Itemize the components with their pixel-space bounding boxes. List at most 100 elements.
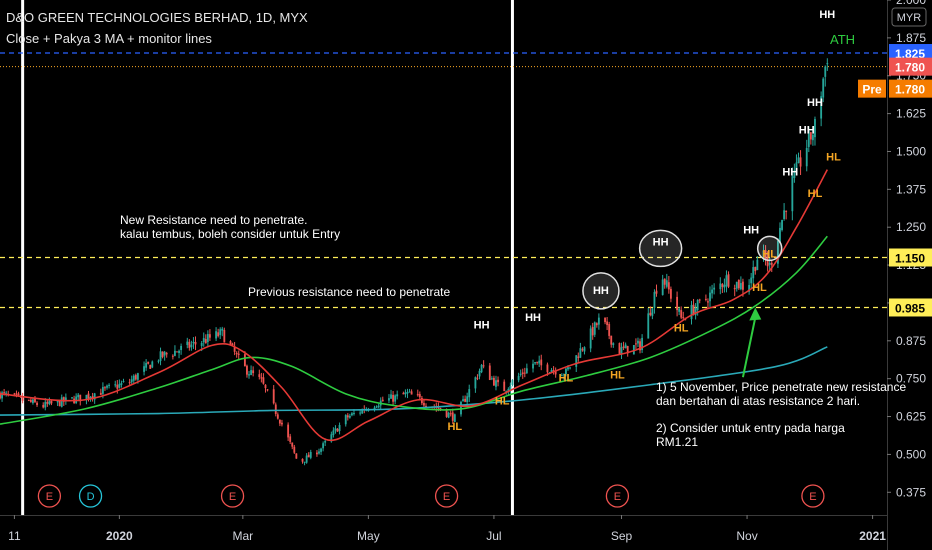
candle xyxy=(320,447,322,455)
candle-body xyxy=(274,404,277,414)
higher-high-label: HH xyxy=(474,320,490,332)
candle xyxy=(344,414,347,427)
candle xyxy=(250,365,253,376)
candle xyxy=(721,283,724,293)
candle xyxy=(610,335,613,348)
candle xyxy=(606,317,609,331)
new-resistance-price-badge-bg xyxy=(889,248,932,267)
candle-body xyxy=(134,375,137,380)
candle-body xyxy=(42,404,45,408)
candle-body xyxy=(373,407,376,410)
event-letter: E xyxy=(46,491,53,503)
candle-body xyxy=(159,351,162,361)
candle-body xyxy=(348,415,351,418)
candle-body xyxy=(649,312,652,316)
candle-body xyxy=(682,317,685,319)
candle-body xyxy=(451,412,454,421)
candle xyxy=(21,392,24,404)
candle-body xyxy=(735,281,738,289)
candle xyxy=(464,395,467,403)
candle-body xyxy=(423,402,425,406)
candle-body xyxy=(287,424,290,438)
candle xyxy=(64,393,67,405)
candle-body xyxy=(293,446,296,453)
event-letter: E xyxy=(614,491,621,503)
earnings-event-badge: E xyxy=(801,484,825,508)
candle-body xyxy=(534,362,537,364)
candle-body xyxy=(523,372,526,374)
candle xyxy=(206,330,209,347)
ma-long-line xyxy=(0,346,828,416)
candle xyxy=(375,405,378,408)
candle xyxy=(795,154,798,174)
candle-body xyxy=(418,394,421,398)
price-axis-tick-label: 0.375 xyxy=(896,485,926,499)
candle-body xyxy=(1,392,3,399)
candle xyxy=(649,306,652,317)
candle xyxy=(188,339,191,351)
candle-body xyxy=(725,275,728,287)
candle-body xyxy=(509,386,512,390)
candle-body xyxy=(390,394,392,399)
candle xyxy=(737,279,740,290)
candle-body xyxy=(488,365,491,381)
candle xyxy=(733,284,736,297)
time-axis-tick-label: Mar xyxy=(233,529,254,543)
candle-body xyxy=(624,344,627,349)
previous-resistance-price-badge: 0.985 xyxy=(895,301,925,315)
candle-body xyxy=(639,341,641,351)
candle-body xyxy=(694,308,697,316)
candle-body xyxy=(462,399,464,402)
candle-body xyxy=(258,374,261,377)
candle xyxy=(554,367,557,378)
candle xyxy=(223,327,226,343)
candle xyxy=(106,384,108,390)
candle xyxy=(560,373,563,377)
price-axis-tick-label: 1.625 xyxy=(896,107,926,121)
candle xyxy=(192,337,195,349)
candle-body xyxy=(118,383,121,388)
candle-body xyxy=(597,317,600,325)
candle-body xyxy=(346,415,349,418)
candle xyxy=(525,363,528,374)
candle-body xyxy=(733,287,736,290)
candle xyxy=(497,376,499,387)
candle-body xyxy=(77,394,80,398)
candle-body xyxy=(776,240,779,264)
candle-body xyxy=(562,374,565,376)
candle xyxy=(346,413,349,421)
candle-body xyxy=(762,250,765,258)
candle xyxy=(91,392,94,402)
candle-body xyxy=(58,400,61,407)
candle-body xyxy=(264,384,267,389)
candle-body xyxy=(17,393,20,396)
candle-body xyxy=(106,385,108,388)
new-resistance-note: New Resistance need to penetrate. xyxy=(120,213,307,227)
candle-body xyxy=(754,266,757,272)
candles xyxy=(0,58,829,466)
candle xyxy=(390,389,392,399)
candle xyxy=(690,300,693,325)
candle xyxy=(756,256,759,271)
candle xyxy=(735,281,738,292)
candle xyxy=(332,427,335,438)
candle xyxy=(711,284,713,299)
higher-high-label: HH xyxy=(799,124,815,136)
candle xyxy=(519,369,522,377)
candle xyxy=(420,395,423,406)
candle-body xyxy=(276,414,279,419)
candle xyxy=(406,388,409,399)
candle-body xyxy=(60,397,63,407)
candle xyxy=(488,362,491,381)
candle-body xyxy=(680,310,683,318)
candle xyxy=(453,413,456,423)
candle-body xyxy=(492,377,495,386)
candle-body xyxy=(410,391,413,395)
currency-button[interactable]: MYR xyxy=(891,7,927,27)
candle-body xyxy=(770,262,773,265)
candle-body xyxy=(151,361,154,368)
event-circle xyxy=(220,484,245,508)
candle xyxy=(811,126,814,146)
